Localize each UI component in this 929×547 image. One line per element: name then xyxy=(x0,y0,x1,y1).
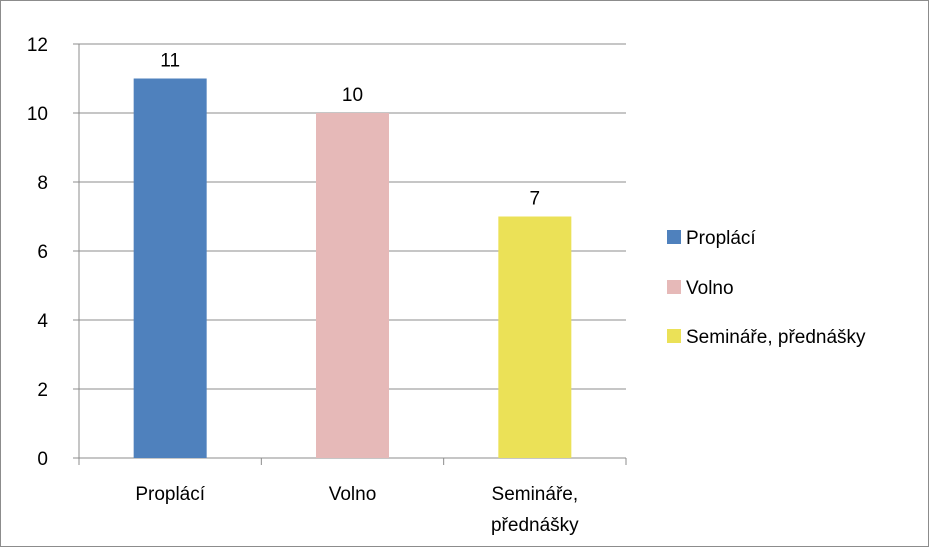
legend-label: Volno xyxy=(686,278,734,299)
legend-label: Proplácí xyxy=(686,228,756,249)
y-tick-label: 4 xyxy=(37,311,48,332)
legend-swatch xyxy=(667,329,681,343)
bar xyxy=(133,78,207,458)
x-tick-label: Volno xyxy=(329,484,377,505)
x-tick-label: Proplácí xyxy=(135,484,205,505)
y-tick-label: 2 xyxy=(37,380,48,401)
data-label: 10 xyxy=(342,85,363,106)
data-label: 7 xyxy=(530,189,541,210)
bar xyxy=(498,216,572,458)
y-tick-label: 10 xyxy=(27,104,48,125)
data-label: 11 xyxy=(160,51,180,72)
y-tick-label: 8 xyxy=(37,173,48,194)
bars xyxy=(133,78,572,458)
y-tick-label: 0 xyxy=(37,449,48,470)
bar xyxy=(316,113,389,458)
x-axis: Proplácí Volno Semináře, přednášky xyxy=(78,457,627,536)
y-tick-label: 6 xyxy=(37,242,48,263)
x-tick-label: Semináře, xyxy=(492,484,579,505)
legend-swatch xyxy=(667,230,681,244)
legend-label: Semináře, přednášky xyxy=(686,327,866,348)
legend-swatch xyxy=(667,280,681,294)
y-axis: 0 2 4 6 8 10 12 xyxy=(27,35,80,470)
legend: Proplácí Volno Semináře, přednášky xyxy=(667,228,866,348)
data-labels: 11 10 7 xyxy=(160,51,540,210)
y-tick-label: 12 xyxy=(27,35,48,56)
x-tick-label: přednášky xyxy=(491,515,579,536)
